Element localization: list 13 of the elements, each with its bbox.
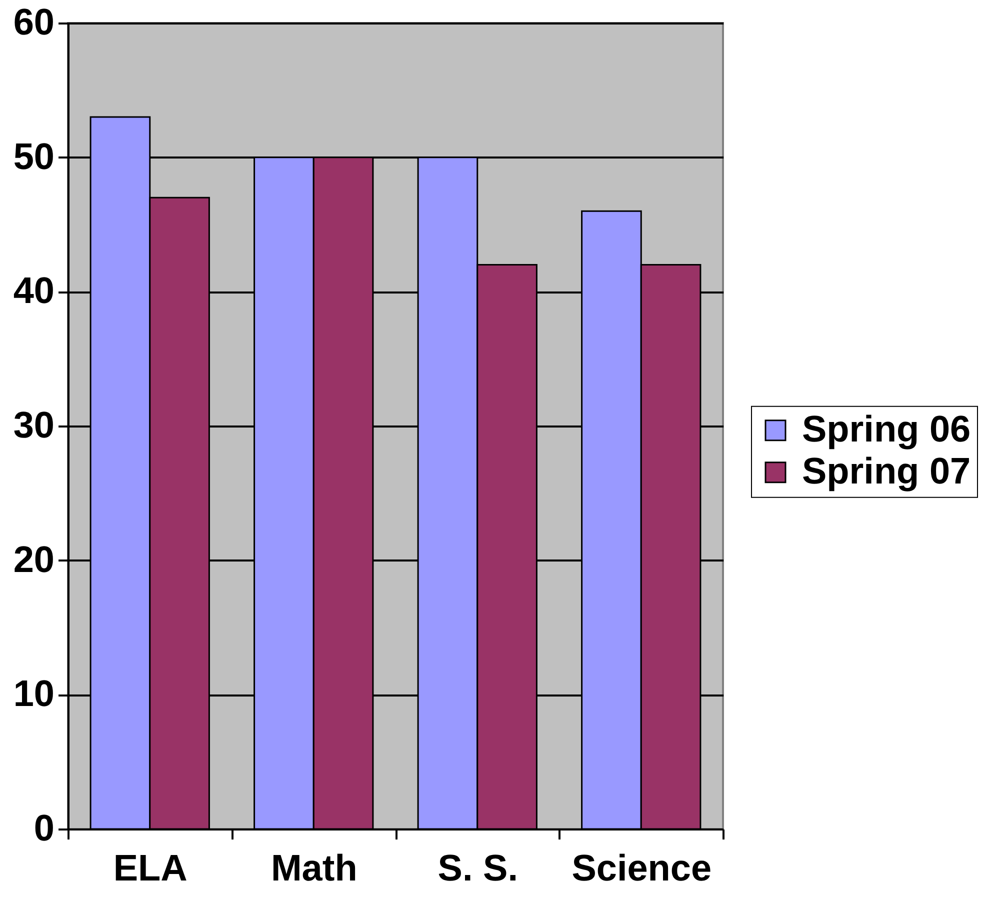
- y-tick-label: 30: [13, 404, 54, 446]
- legend-label: Spring 07: [802, 450, 971, 492]
- y-tick-label: 40: [13, 270, 54, 312]
- y-tick-label: 0: [34, 808, 54, 848]
- y-tick-label: 50: [13, 136, 54, 177]
- x-tick-label: Science: [572, 848, 712, 888]
- x-tick-label: ELA: [113, 848, 188, 888]
- y-tick-label: 60: [13, 2, 54, 42]
- y-tick-label: 10: [13, 673, 54, 714]
- x-tick-label: Math: [270, 848, 358, 888]
- y-tick-label: 20: [13, 538, 54, 580]
- x-tick-label: S. S.: [438, 848, 518, 888]
- legend-label: Spring 06: [802, 408, 971, 450]
